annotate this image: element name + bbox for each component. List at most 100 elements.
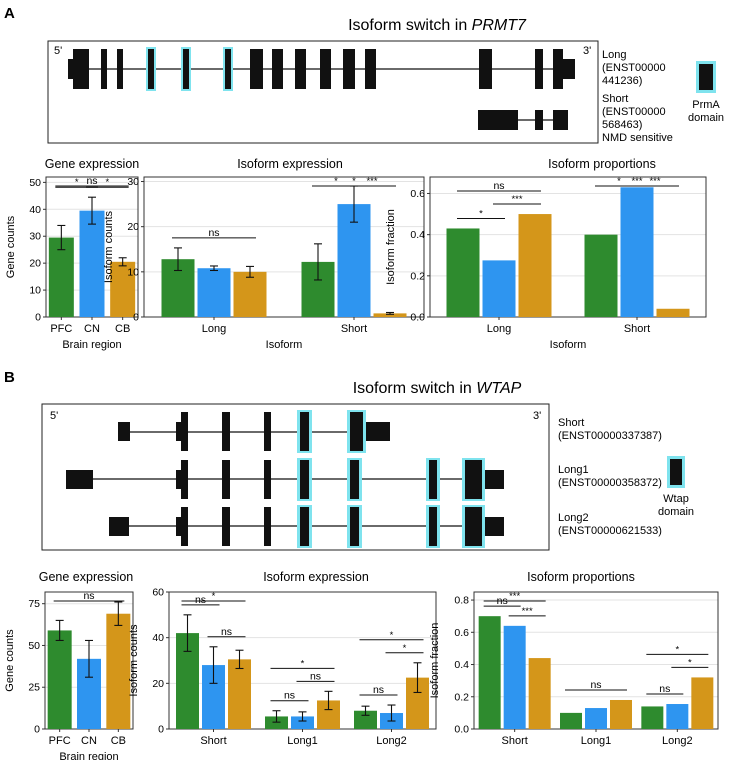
bar-PFC-Short xyxy=(584,234,618,317)
y-tick-label: 0.4 xyxy=(410,229,425,241)
bar-PFC-Short xyxy=(478,616,501,729)
bar-PFC-Long2 xyxy=(641,706,664,729)
isoform-long-label: Long xyxy=(602,49,626,61)
chart-A1: Gene expression 0 10 20 30 40 50 Gene counts Bra… xyxy=(5,157,139,351)
svg-text:(ENST00000621533): (ENST00000621533) xyxy=(558,525,662,537)
bar-CB-Long1 xyxy=(610,699,632,729)
significance-label: ns xyxy=(590,679,601,691)
bar-CB xyxy=(106,613,131,729)
bar-CN-Long xyxy=(482,260,516,317)
exon xyxy=(295,49,306,89)
significance-label: ns xyxy=(659,683,670,695)
y-tick-label: 50 xyxy=(29,177,41,189)
x-tick-label: Long xyxy=(202,323,226,335)
gene-model-a: 5' 3' xyxy=(47,40,599,144)
significance-label: ns xyxy=(493,180,504,192)
exon xyxy=(225,49,231,89)
exon xyxy=(553,110,568,130)
svg-text:(ENST00000337387): (ENST00000337387) xyxy=(558,430,662,442)
svg-text:PrmA: PrmA xyxy=(692,99,720,111)
exon xyxy=(535,49,543,89)
significance-label: ns xyxy=(83,590,94,602)
chart-B1: Gene expression 0 25 50 75 Gene counts Brain r… xyxy=(4,570,134,760)
significance-label: ns xyxy=(284,690,295,702)
plot-frame xyxy=(429,176,707,318)
x-tick-label: PFC xyxy=(49,735,71,747)
exon xyxy=(272,49,283,89)
significance-label: ns xyxy=(86,175,97,187)
y-tick-label: 0 xyxy=(35,312,41,324)
bar-CN xyxy=(79,210,105,317)
bar-CB-Short xyxy=(228,659,251,729)
isoform-labels-a: Long (ENST00000 441236) Short (ENST00000… xyxy=(602,49,673,144)
significance-label: *** xyxy=(649,176,660,187)
y-tick-label: 40 xyxy=(152,632,164,644)
y-tick-label: 0 xyxy=(133,312,139,324)
bar-PFC xyxy=(48,237,74,317)
y-tick-label: 20 xyxy=(127,221,139,233)
exon xyxy=(479,49,492,89)
y-tick-label: 60 xyxy=(152,587,164,599)
chart-title: Gene expression xyxy=(45,157,140,171)
y-tick-label: 25 xyxy=(28,682,40,694)
y-tick-label: 0.0 xyxy=(410,312,425,324)
panel-a-letter: A xyxy=(4,5,15,22)
y-tick-label: 0.4 xyxy=(454,659,469,671)
y-axis-label: Isoform fraction xyxy=(385,209,397,285)
chart-B2: Isoform expression 0 20 40 60 Isoform counts S… xyxy=(128,570,437,747)
three-prime-label-b: 3' xyxy=(533,410,541,422)
five-prime-label-b: 5' xyxy=(50,410,58,422)
svg-text:domain: domain xyxy=(688,112,724,124)
svg-text:(ENST00000358372): (ENST00000358372) xyxy=(558,477,662,489)
significance-label: *** xyxy=(509,591,520,602)
bar-CB-Long2 xyxy=(406,677,429,729)
bar-PFC-Long xyxy=(446,228,480,317)
exon xyxy=(535,110,543,130)
significance-label: *** xyxy=(522,606,533,617)
svg-text:(ENST00000: (ENST00000 xyxy=(602,106,666,118)
chart-B3: Isoform proportions 0.0 0.2 0.4 0.6 0.8 Isofor… xyxy=(429,570,719,747)
x-tick-label: Long1 xyxy=(581,735,612,747)
bar-CN-Long1 xyxy=(291,716,314,729)
three-prime-label-a: 3' xyxy=(583,45,591,57)
exon xyxy=(553,49,563,89)
y-tick-label: 20 xyxy=(152,678,164,690)
gene-model-b: 5' 3' xyxy=(41,403,550,551)
bar-PFC-Long2 xyxy=(354,710,377,729)
y-tick-label: 0 xyxy=(34,724,40,736)
x-tick-label: Short xyxy=(624,323,650,335)
significance-label: *** xyxy=(631,176,642,187)
gene-model-b-frame xyxy=(41,403,550,551)
y-tick-label: 0.6 xyxy=(410,188,425,200)
significance-label: * xyxy=(301,658,305,669)
y-axis-label: Gene counts xyxy=(5,215,17,278)
y-tick-label: 0.6 xyxy=(454,627,469,639)
svg-text:(ENST00000: (ENST00000 xyxy=(602,62,666,74)
significance-label: *** xyxy=(366,176,377,187)
y-tick-label: 40 xyxy=(29,204,41,216)
svg-text:Wtap: Wtap xyxy=(663,493,689,505)
exon xyxy=(68,59,73,79)
y-tick-label: 0 xyxy=(158,724,164,736)
x-axis-label: Isoform xyxy=(266,339,303,351)
chart-title: Isoform expression xyxy=(237,157,343,171)
bar-PFC-Short xyxy=(176,633,199,729)
bar-CB-Short xyxy=(656,308,690,317)
bar-PFC-Long1 xyxy=(265,716,288,729)
y-axis-label: Isoform counts xyxy=(128,624,140,697)
x-tick-label: Long2 xyxy=(376,735,407,747)
svg-text:Long1: Long1 xyxy=(558,464,589,476)
bar-CB-Long xyxy=(518,214,552,317)
x-tick-label: Short xyxy=(502,735,528,747)
bar-CB-Short xyxy=(528,658,551,729)
bar-CN-Short xyxy=(620,187,654,317)
y-tick-label: 20 xyxy=(29,258,41,270)
significance-label: ns xyxy=(195,594,206,606)
y-tick-label: 75 xyxy=(28,598,40,610)
exon xyxy=(101,49,107,89)
exon xyxy=(320,49,331,89)
y-axis-label: Isoform fraction xyxy=(429,623,441,699)
exon xyxy=(73,49,89,89)
y-tick-label: 0.2 xyxy=(454,691,469,703)
